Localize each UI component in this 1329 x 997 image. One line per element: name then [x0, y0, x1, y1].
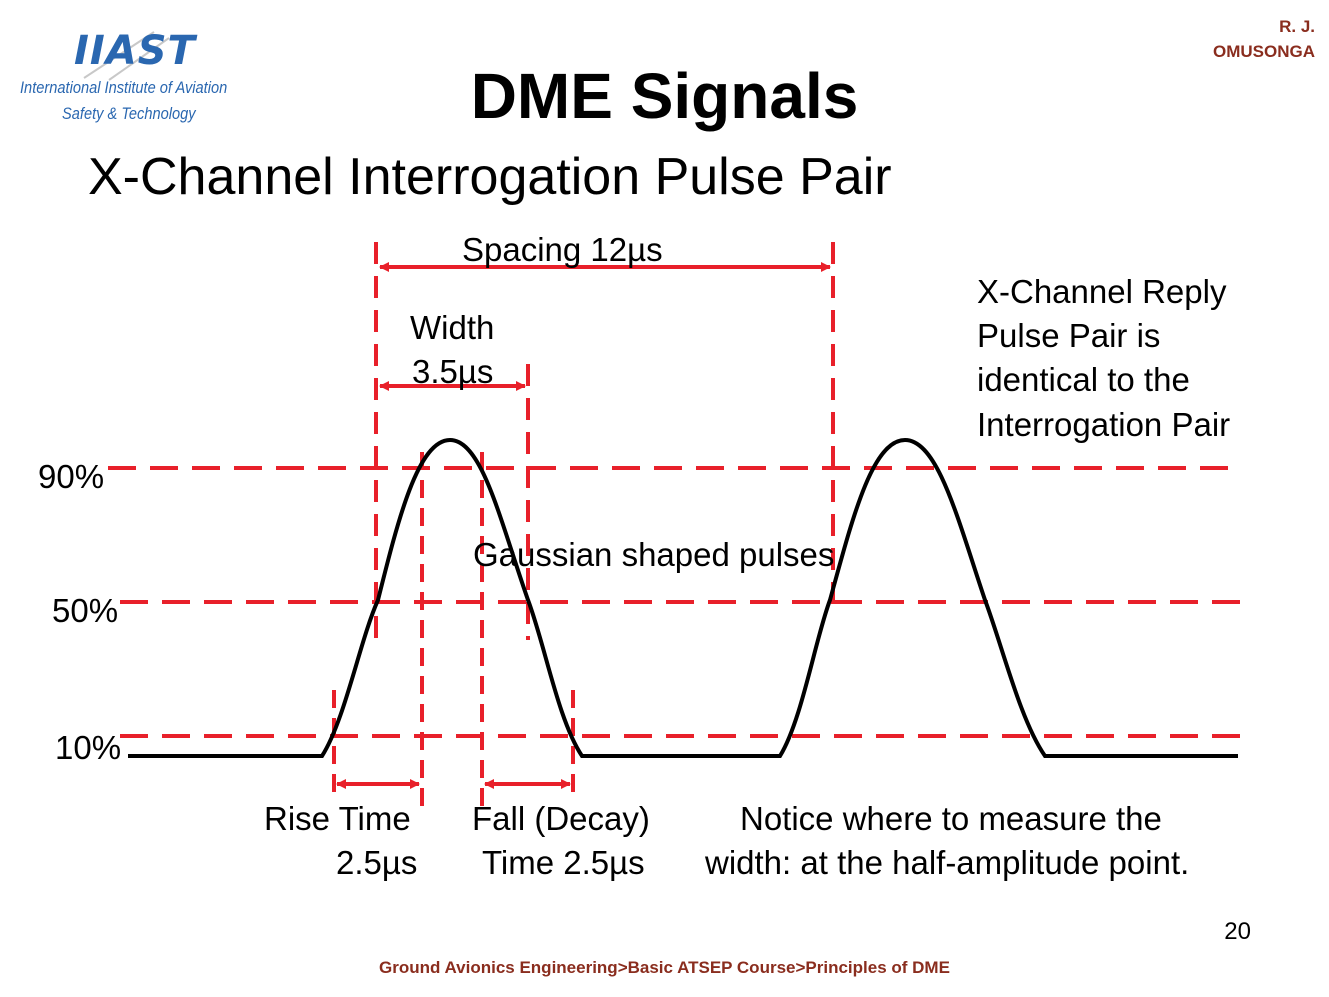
author: R. J. OMUSONGA	[1213, 14, 1315, 64]
level-label-90: 90%	[38, 458, 105, 495]
pulse-pair-waveform	[128, 437, 1238, 758]
reply-note-line1: X-Channel Reply	[977, 273, 1227, 310]
logo-swoosh-icon	[83, 31, 170, 81]
reply-note-line4: Interrogation Pair	[977, 406, 1231, 443]
logo-text-line2: Safety & Technology	[62, 104, 196, 123]
rise-time-value: 2.5µs	[336, 844, 418, 881]
reply-note-line3: identical to the	[977, 361, 1190, 398]
slide-title: DME Signals	[470, 60, 859, 132]
width-value-label: 3.5µs	[412, 353, 494, 390]
author-name: OMUSONGA	[1213, 42, 1315, 61]
fall-time-value: Time 2.5µs	[482, 844, 645, 881]
page-number: 20	[1224, 918, 1251, 945]
spacing-label: Spacing 12µs	[462, 231, 663, 268]
rise-time-label: Rise Time	[264, 800, 411, 837]
fall-time-label: Fall (Decay)	[472, 800, 650, 837]
reply-note-line2: Pulse Pair is	[977, 317, 1161, 354]
notice-line1: Notice where to measure the	[740, 800, 1162, 837]
level-label-50: 50%	[52, 592, 119, 629]
notice-line2: width: at the half-amplitude point.	[705, 844, 1190, 881]
logo-text-line1: International Institute of Aviation	[20, 78, 228, 97]
logo-mark: IIAST	[74, 28, 196, 74]
course-footer: Ground Avionics Engineering>Basic ATSEP …	[379, 958, 950, 977]
slide-subtitle: X-Channel Interrogation Pulse Pair	[88, 148, 892, 206]
author-initials: R. J.	[1279, 17, 1315, 36]
iiast-logo: IIAST International Institute of Aviatio…	[14, 28, 249, 138]
level-label-10: 10%	[55, 729, 122, 766]
pulse-shape-label: Gaussian shaped pulses	[473, 536, 835, 573]
width-label: Width	[410, 309, 495, 346]
